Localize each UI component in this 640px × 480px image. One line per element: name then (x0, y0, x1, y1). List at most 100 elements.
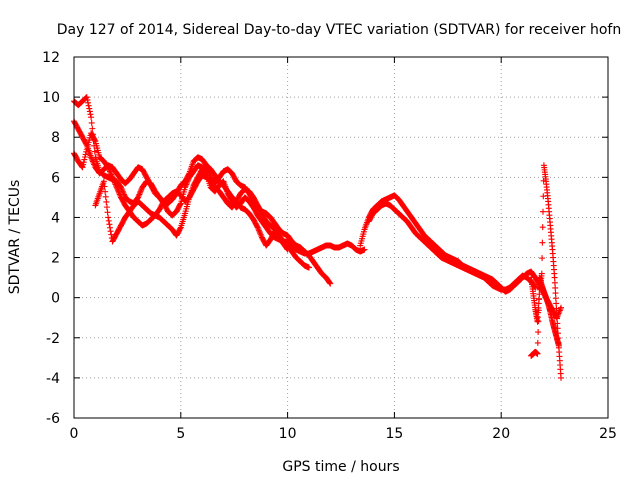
y-tick-label: 0 (51, 291, 60, 307)
data-point (185, 171, 192, 178)
data-point (540, 193, 547, 200)
data-point (90, 160, 97, 167)
data-point (107, 168, 114, 175)
data-point (551, 279, 558, 286)
data-point (361, 246, 368, 253)
data-point (110, 177, 117, 184)
data-point (114, 187, 121, 194)
x-tick-label: 20 (492, 426, 510, 442)
data-point (326, 279, 333, 286)
data-point (86, 108, 93, 115)
data-point (88, 119, 95, 126)
data-point (136, 190, 143, 197)
data-point (111, 178, 118, 185)
data-point (91, 137, 98, 144)
data-point (107, 170, 114, 177)
data-point (105, 165, 112, 172)
data-point (102, 193, 109, 200)
y-tick-label: 8 (51, 130, 60, 146)
tick-labels: 0 5 10 15 20 25 -6 -4 -2 0 2 4 6 8 10 12 (42, 50, 617, 442)
data-point (257, 231, 264, 238)
data-point (105, 214, 112, 221)
data-point (135, 192, 142, 199)
data-point (553, 305, 560, 312)
x-tick-label: 5 (176, 426, 185, 442)
data-point (101, 183, 108, 190)
y-tick-label: -2 (46, 331, 60, 347)
data-point (108, 171, 115, 178)
data-point (284, 246, 291, 253)
data-point (100, 178, 107, 185)
data-point (327, 280, 334, 287)
data-point (108, 172, 115, 179)
data-point (177, 201, 184, 208)
data-point (254, 224, 261, 231)
data-point (556, 307, 563, 314)
data-point (115, 188, 122, 195)
data-point (136, 191, 143, 198)
data-point (89, 125, 96, 132)
data-point (102, 188, 109, 195)
data-point (255, 225, 262, 232)
data-point (109, 174, 116, 181)
data-point (182, 184, 189, 191)
data-point (540, 208, 547, 215)
series-arc3 (71, 130, 312, 271)
y-tick-label: 2 (51, 251, 60, 267)
data-point (117, 192, 124, 199)
x-axis-label: GPS time / hours (282, 459, 399, 475)
data-point (538, 270, 545, 277)
data-point (106, 167, 113, 174)
data-point (83, 94, 90, 101)
data-point (103, 204, 110, 211)
data-point (81, 156, 88, 163)
data-point (88, 154, 95, 161)
data-point (80, 159, 87, 166)
y-tick-label: 12 (42, 50, 60, 66)
axis-ticks (73, 56, 609, 419)
y-tick-label: 4 (51, 210, 60, 226)
data-point (551, 274, 558, 281)
data-point (552, 284, 559, 291)
data-point (103, 198, 110, 205)
data-point (535, 318, 542, 325)
data-point (79, 164, 86, 171)
data-point (256, 228, 263, 235)
data-point (81, 153, 88, 160)
data-point (112, 181, 119, 188)
data-point (558, 304, 565, 311)
data-point (555, 342, 562, 349)
data-point (111, 180, 118, 187)
data-point (105, 217, 112, 224)
data-point (116, 191, 123, 198)
data-point (82, 151, 89, 158)
data-points (71, 94, 565, 381)
data-point (255, 227, 262, 234)
data-point (539, 239, 546, 246)
data-point (553, 300, 560, 307)
data-point (86, 105, 93, 112)
data-point (83, 148, 90, 155)
chart-title: Day 127 of 2014, Sidereal Day-to-day VTE… (57, 22, 621, 38)
series-arc4 (92, 162, 291, 253)
x-tick-label: 0 (70, 426, 79, 442)
data-point (80, 161, 87, 168)
data-point (557, 306, 564, 313)
data-point (88, 155, 95, 162)
data-point (554, 311, 561, 318)
data-point (539, 224, 546, 231)
data-point (138, 187, 145, 194)
x-tick-label: 10 (279, 426, 297, 442)
data-point (177, 225, 184, 232)
data-point (535, 307, 542, 314)
data-point (114, 185, 121, 192)
data-point (254, 223, 261, 230)
x-tick-label: 25 (599, 426, 617, 442)
data-point (104, 209, 111, 216)
data-point (88, 114, 95, 121)
data-point (106, 221, 113, 228)
data-point (107, 224, 114, 231)
data-point (257, 230, 264, 237)
y-tick-label: -6 (46, 411, 60, 427)
data-point (536, 296, 543, 303)
